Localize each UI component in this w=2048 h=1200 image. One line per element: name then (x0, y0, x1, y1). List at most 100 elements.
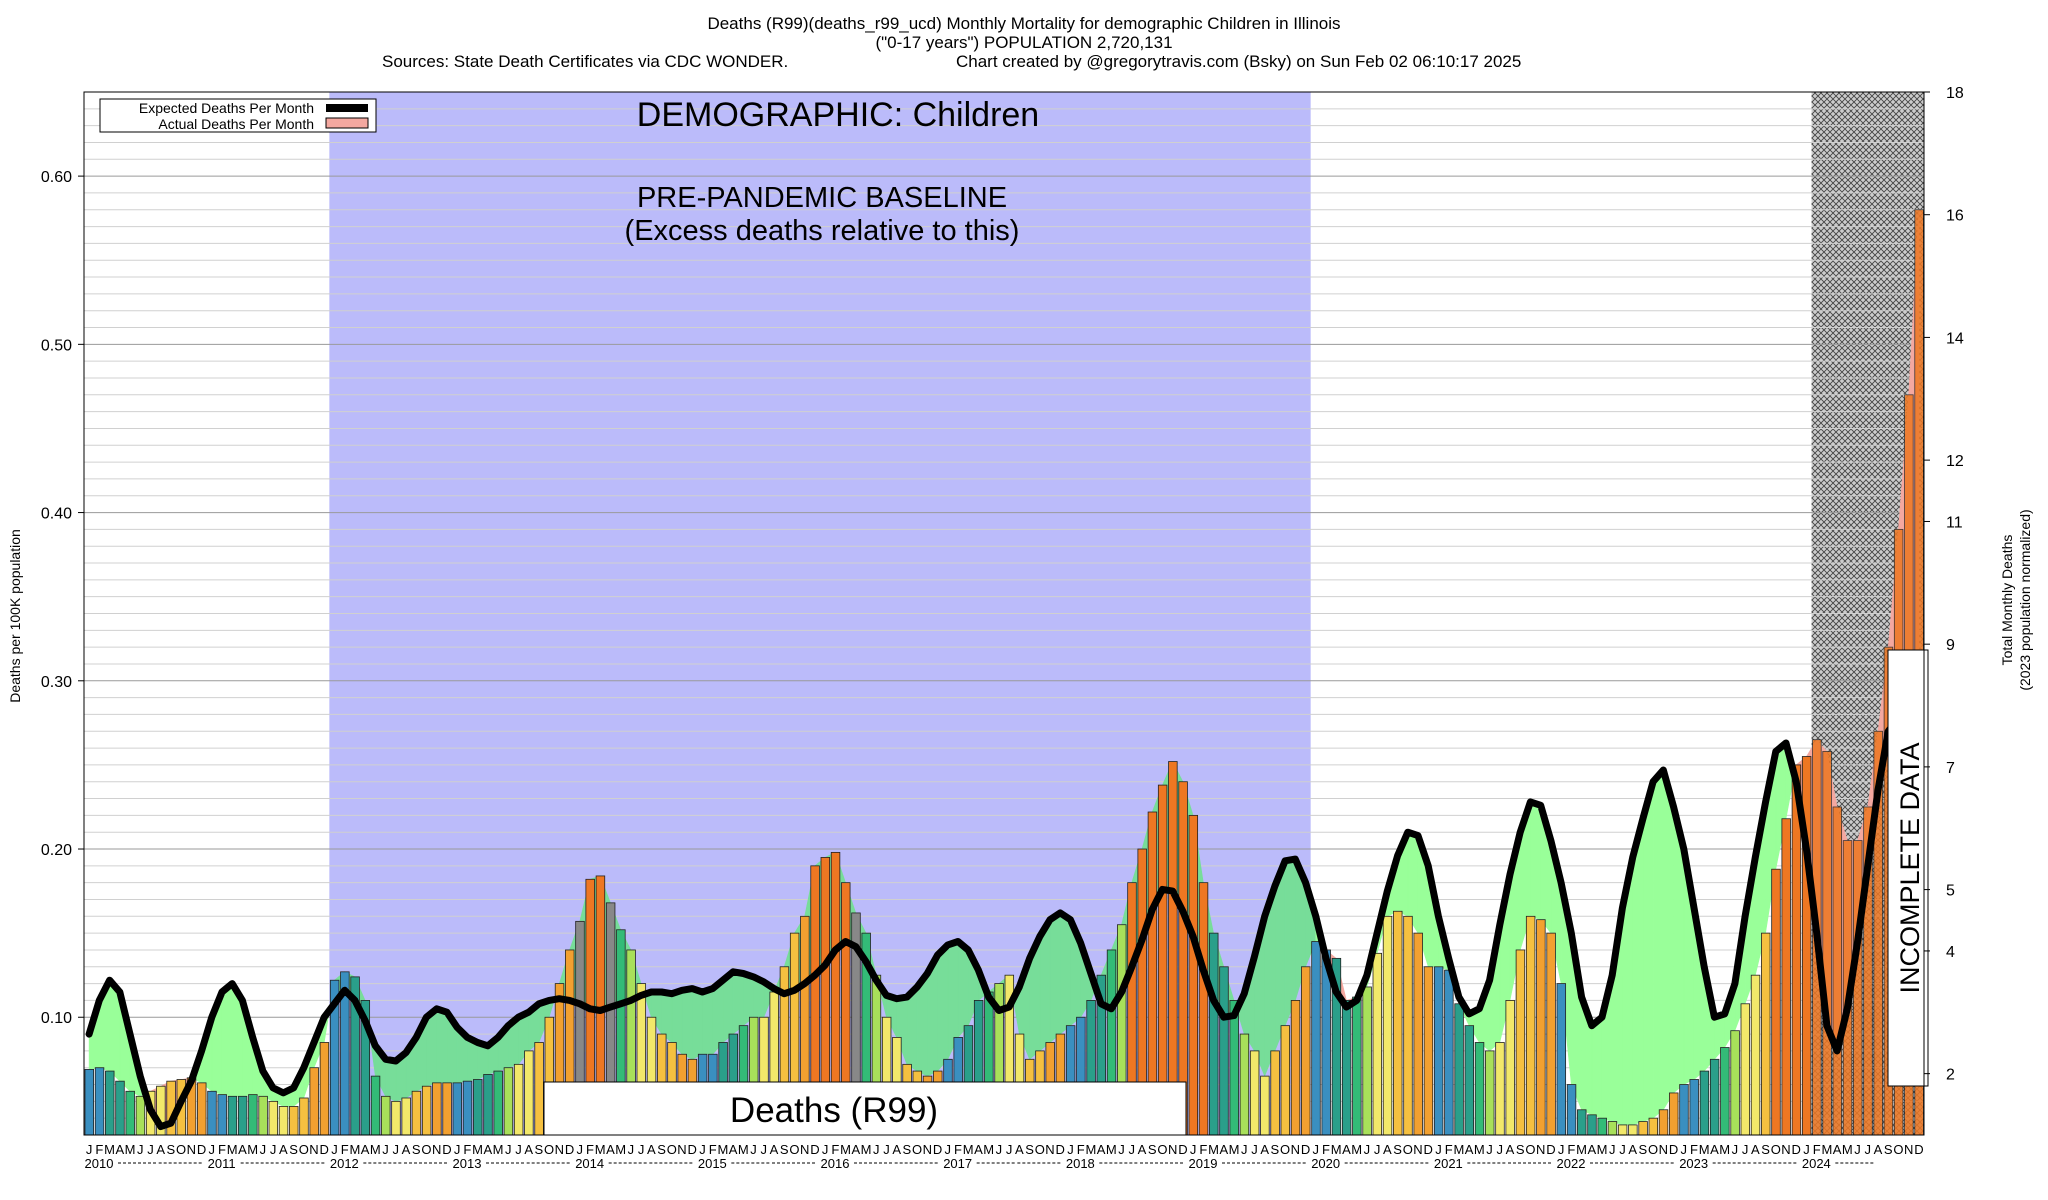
bar (483, 1074, 493, 1136)
x-month-label: D (320, 1142, 329, 1157)
bar (1280, 1025, 1291, 1136)
y2-tick-label: 11 (1946, 514, 1963, 531)
x-month-label: M (861, 1142, 872, 1157)
bar (391, 1100, 401, 1136)
x-month-label: M (1106, 1142, 1117, 1157)
y2-tick-label: 14 (1946, 330, 1964, 347)
bar (227, 1095, 238, 1136)
incomplete-data-text: INCOMPLETE DATA (1895, 742, 1925, 993)
y2-tick-label: 12 (1946, 453, 1964, 470)
bar (1423, 966, 1434, 1136)
x-month-label: J (1435, 1142, 1442, 1157)
x-month-label: D (1914, 1142, 1923, 1157)
bar (1444, 969, 1454, 1136)
x-month-label: A (1751, 1142, 1760, 1157)
bar (1198, 882, 1209, 1136)
bar (534, 1042, 544, 1136)
bar (105, 1070, 115, 1136)
x-month-label: F (586, 1142, 594, 1157)
legend-actual-swatch (325, 117, 369, 129)
x-month-label: O (1035, 1142, 1045, 1157)
x-month-label: S (167, 1142, 176, 1157)
area-segment (732, 971, 744, 1035)
bar (1260, 1075, 1270, 1136)
bar (1413, 932, 1423, 1136)
area-segment (1663, 769, 1674, 1111)
x-month-label: J (1118, 1142, 1125, 1157)
bar (1209, 932, 1219, 1136)
x-month-label: O (544, 1142, 554, 1157)
bar (1433, 966, 1444, 1136)
area-segment (957, 940, 969, 1039)
bar (115, 1080, 125, 1136)
expected-line (85, 714, 1923, 1131)
x-month-label: M (1474, 1142, 1485, 1157)
x-month-label: J (699, 1142, 706, 1157)
x-month-label: N (800, 1142, 809, 1157)
x-month-label: D (442, 1142, 451, 1157)
x-month-label: S (1639, 1142, 1648, 1157)
x-month-label: M (370, 1142, 381, 1157)
bar (1229, 1000, 1239, 1136)
bar (1515, 949, 1526, 1136)
bar (1781, 818, 1791, 1136)
x-month-label: J (1364, 1142, 1371, 1157)
x-month-label: A (1587, 1142, 1596, 1157)
x-month-label: S (1148, 1142, 1157, 1157)
x-month-label: S (903, 1142, 912, 1157)
x-month-label: O (789, 1142, 799, 1157)
x-month-label: J (1558, 1142, 1565, 1157)
y2-tick-label: 5 (1946, 883, 1955, 900)
bar (289, 1106, 299, 1136)
x-month-label: N (1781, 1142, 1790, 1157)
area-segment (1049, 912, 1061, 1044)
x-month-label: F (954, 1142, 962, 1157)
x-month-label: F (218, 1142, 226, 1157)
y-tick-label: 0.50 (41, 337, 72, 354)
x-year-label: 2021 (1434, 1156, 1463, 1171)
x-month-label: M (1842, 1142, 1853, 1157)
x-month-label: M (595, 1142, 606, 1157)
area-segment (1059, 912, 1071, 1035)
bar (411, 1090, 422, 1136)
bar (1771, 868, 1781, 1136)
x-month-label: A (402, 1142, 411, 1157)
x-month-label: N (1045, 1142, 1054, 1157)
bar (1352, 996, 1362, 1136)
x-month-label: M (472, 1142, 483, 1157)
x-month-label: S (1761, 1142, 1770, 1157)
x-month-label: J (945, 1142, 952, 1157)
x-month-label: A (115, 1142, 124, 1157)
x-month-label: O (1525, 1142, 1535, 1157)
bar (513, 1063, 524, 1136)
x-month-label: N (1291, 1142, 1300, 1157)
bar (493, 1070, 503, 1136)
bar (1628, 1124, 1638, 1136)
x-year-label: 2012 (330, 1156, 359, 1171)
x-month-label: D (197, 1142, 206, 1157)
x-year-label: 2016 (821, 1156, 850, 1171)
bar (1761, 932, 1771, 1136)
x-month-label: S (535, 1142, 544, 1157)
x-month-label: N (1659, 1142, 1668, 1157)
bar (1617, 1124, 1628, 1136)
x-month-label: S (1393, 1142, 1402, 1157)
bar (1638, 1121, 1648, 1136)
x-month-label: J (1067, 1142, 1074, 1157)
x-month-label: A (1833, 1142, 1842, 1157)
x-month-label: O (299, 1142, 309, 1157)
x-month-label: M (1576, 1142, 1587, 1157)
bar (1341, 1000, 1352, 1136)
y-tick-label: 0.20 (41, 842, 72, 859)
bar (1556, 983, 1567, 1136)
x-month-label: A (729, 1142, 738, 1157)
x-month-label: F (95, 1142, 103, 1157)
area-segment (937, 944, 949, 1072)
legend-actual-label: Actual Deaths Per Month (158, 116, 314, 132)
x-month-label: J (382, 1142, 389, 1157)
x-month-label: A (974, 1142, 983, 1157)
x-month-label: M (1597, 1142, 1608, 1157)
y-axis-title: Deaths per 100K population (7, 529, 23, 703)
x-month-label: F (1690, 1142, 1698, 1157)
